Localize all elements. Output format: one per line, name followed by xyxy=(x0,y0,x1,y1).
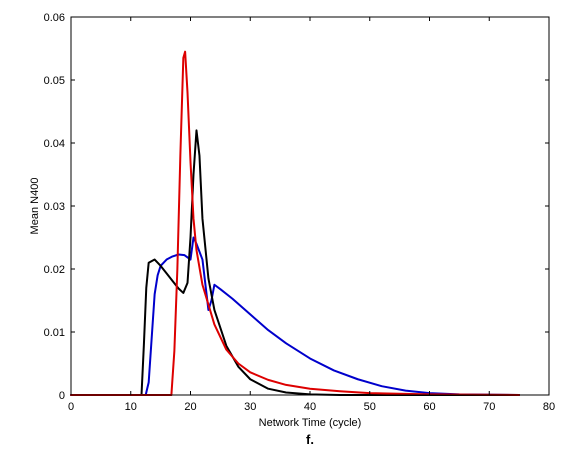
x-tick-label: 30 xyxy=(244,401,256,413)
y-tick-label: 0.03 xyxy=(44,201,65,213)
plot-area xyxy=(71,17,549,395)
figure-caption: f. xyxy=(306,432,314,447)
x-axis-title: Network Time (cycle) xyxy=(259,417,362,429)
y-tick-label: 0 xyxy=(59,390,65,402)
x-tick-label: 50 xyxy=(364,401,376,413)
ticks-layer: 0 10 20 30 40 50 60 70 80 0 0.01 0.02 0.03 0.04 0.05 0.… xyxy=(44,12,556,413)
y-tick-label: 0.06 xyxy=(44,12,65,24)
y-tick-label: 0.05 xyxy=(44,75,65,87)
x-tick-label: 40 xyxy=(304,401,316,413)
series-line-1 xyxy=(70,236,521,396)
y-tick-label: 0.04 xyxy=(44,138,65,150)
series-line-2 xyxy=(70,129,521,396)
x-tick-label: 80 xyxy=(543,401,555,413)
series-line-3 xyxy=(70,50,521,396)
y-tick-label: 0.01 xyxy=(44,327,65,339)
y-tick-label: 0.02 xyxy=(44,264,65,276)
y-axis-title: Mean N400 xyxy=(29,178,41,235)
x-tick-label: 20 xyxy=(184,401,196,413)
series-layer xyxy=(70,50,521,396)
x-tick-label: 60 xyxy=(423,401,435,413)
x-tick-label: 70 xyxy=(483,401,495,413)
x-tick-label: 0 xyxy=(68,401,74,413)
x-tick-label: 10 xyxy=(125,401,137,413)
